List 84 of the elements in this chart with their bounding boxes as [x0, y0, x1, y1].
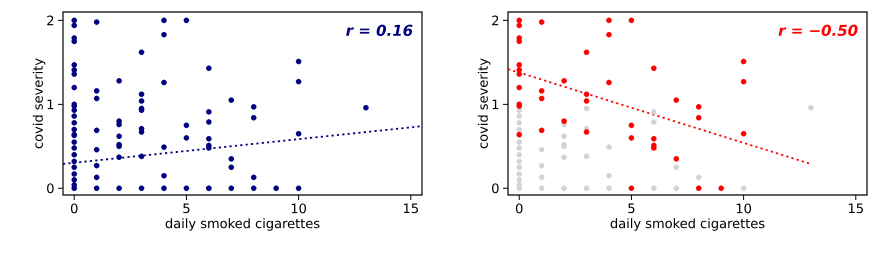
point: [516, 62, 522, 68]
point: [584, 154, 590, 160]
point: [584, 185, 590, 192]
point: [740, 185, 746, 192]
point: [516, 152, 522, 158]
point: [516, 71, 522, 77]
point: [516, 171, 522, 177]
x-tick-label: 0: [70, 204, 78, 214]
y-tick-label: 1: [48, 100, 54, 110]
point: [606, 32, 612, 38]
point: [538, 174, 544, 180]
point: [561, 78, 567, 84]
point: [651, 109, 657, 115]
point: [584, 98, 590, 104]
point: [606, 80, 612, 86]
point: [584, 49, 590, 56]
x-tick-label: 15: [848, 204, 863, 214]
point: [651, 185, 657, 192]
point: [673, 164, 680, 170]
point: [651, 65, 657, 72]
point: [538, 185, 544, 192]
point: [516, 120, 522, 126]
point: [561, 118, 567, 124]
point: [696, 104, 702, 110]
point: [696, 114, 702, 121]
point: [740, 58, 746, 64]
point: [516, 158, 522, 164]
point: [628, 122, 634, 128]
point: [516, 113, 522, 119]
point: [628, 18, 634, 24]
y-tick-label: 0: [492, 183, 499, 194]
point: [538, 88, 544, 94]
point: [606, 18, 612, 24]
point: [808, 104, 814, 110]
point: [561, 185, 567, 192]
y-tick-label: 2: [492, 16, 498, 26]
point: [516, 84, 522, 90]
point: [516, 145, 522, 151]
point: [516, 22, 522, 28]
point: [740, 130, 746, 137]
point: [538, 96, 544, 102]
point: [516, 126, 522, 132]
x-tick-label: 5: [183, 204, 190, 214]
point: [561, 154, 567, 160]
x-tick-label: 15: [404, 204, 418, 214]
point: [606, 172, 612, 178]
point: [673, 97, 680, 103]
x-axis-title: daily smoked cigarettes: [166, 218, 320, 231]
annotation: r = −0.50: [778, 24, 858, 36]
point: [584, 106, 590, 112]
y-axis-title: covid severity: [32, 58, 46, 148]
point: [538, 19, 544, 25]
x-tick-label: 5: [628, 204, 634, 214]
point: [651, 119, 657, 125]
point: [696, 185, 702, 192]
point: [628, 135, 634, 141]
y-tick-label: 2: [47, 16, 54, 26]
y-tick-label: 1: [492, 100, 498, 110]
point: [538, 146, 544, 152]
annotation: r = 0.16: [346, 24, 413, 36]
point: [584, 91, 590, 98]
point: [516, 139, 522, 145]
point: [584, 129, 590, 135]
y-tick-label: 0: [47, 183, 54, 194]
point: [516, 177, 522, 183]
point: [696, 174, 702, 180]
point: [561, 133, 567, 140]
point: [673, 156, 680, 162]
point: [673, 185, 680, 192]
point: [740, 78, 746, 84]
y-axis-title: covid severity: [478, 58, 490, 148]
x-tick-label: 10: [292, 204, 306, 214]
point: [606, 144, 612, 150]
point: [538, 162, 544, 168]
x-axis-title: daily smoked cigarettes: [610, 218, 764, 231]
x-tick-label: 0: [516, 204, 522, 214]
x-tick-label: 10: [736, 204, 752, 214]
point: [516, 164, 522, 170]
point: [538, 128, 544, 134]
point: [606, 185, 612, 192]
point: [718, 185, 724, 192]
point: [628, 185, 634, 192]
point: [651, 136, 657, 142]
point: [516, 18, 522, 24]
